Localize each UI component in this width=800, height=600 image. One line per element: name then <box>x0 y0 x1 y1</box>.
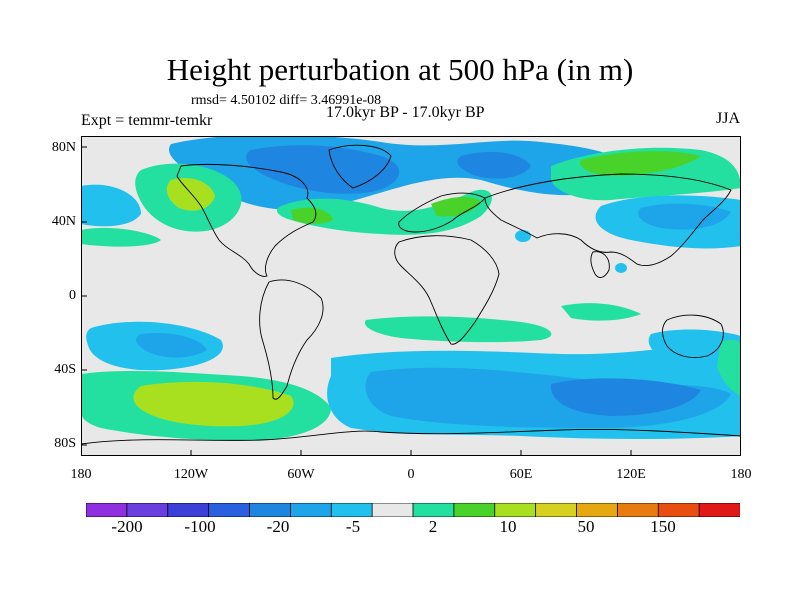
field-west-pacific-blue <box>81 184 141 227</box>
field-atlantic-green-core <box>291 207 333 224</box>
colorbar-label-2: 2 <box>428 517 438 536</box>
colorbar-swatch <box>371 503 414 517</box>
stats-label: rmsd= 4.50102 diff= 3.46991e-08 <box>191 93 382 108</box>
colorbar <box>86 503 740 517</box>
field-southeast-pacific-green <box>717 339 741 396</box>
colorbar-swatch <box>208 503 251 517</box>
lat-label-0: 0 <box>69 288 76 303</box>
field-asia-blue-core <box>638 203 731 230</box>
field-atlantic-green-band <box>364 316 552 343</box>
field-siberia-core <box>457 151 531 179</box>
field-indian-green-band <box>561 303 641 321</box>
lon-label-60w: 60W <box>287 467 315 482</box>
colorbar-swatch <box>167 503 210 517</box>
colorbar-label-50: 50 <box>577 517 595 536</box>
colorbar-swatch <box>616 503 659 517</box>
field-arctic-core <box>246 145 400 194</box>
coast-india <box>590 251 610 278</box>
lon-label-0: 0 <box>407 467 415 482</box>
field-southern-ocean-yellow <box>133 381 294 427</box>
colorbar-swatch <box>126 503 169 517</box>
colorbar-label-minus20: -20 <box>266 517 290 536</box>
lon-label-180w: 180 <box>70 467 92 482</box>
coast-south-america <box>259 279 324 400</box>
lat-label-80s: 80S <box>54 436 76 451</box>
lon-label-120w: 120W <box>173 467 209 482</box>
field-southern-ocean-blue-core <box>550 378 701 416</box>
colorbar-swatch <box>249 503 292 517</box>
field-west-pacific-green-band <box>81 227 161 247</box>
field-north-pacific-yellow <box>166 177 215 211</box>
season-label: JJA <box>716 110 741 127</box>
colorbar-swatch <box>657 503 700 517</box>
colorbar-swatch <box>412 503 455 517</box>
lon-label-180e: 180 <box>730 467 752 482</box>
colorbar-swatch <box>576 503 619 517</box>
coast-asia <box>484 173 732 267</box>
colorbar-swatch <box>330 503 373 517</box>
coast-europe <box>398 192 486 233</box>
colorbar-swatch <box>698 503 740 517</box>
experiment-label: Expt = temmr-temkr <box>81 112 213 129</box>
coast-north-america <box>176 163 317 277</box>
colorbar-label-minus100: -100 <box>184 517 216 536</box>
coastlines <box>81 144 741 445</box>
colorbar-swatch <box>86 503 128 517</box>
colorbar-label-minus5: -5 <box>345 517 361 536</box>
field-north-atlantic-green <box>276 189 492 235</box>
coast-greenland <box>328 144 392 189</box>
lat-label-80n: 80N <box>51 140 76 155</box>
colorbar-label-10: 10 <box>499 517 517 536</box>
map-title: Height perturbation at 500 hPa (in m) <box>166 52 634 87</box>
field-northeast-asia-core <box>580 151 701 176</box>
map-ticks <box>81 146 632 456</box>
field-europe-green-core <box>431 196 481 217</box>
field-arabia-blue-spot <box>515 230 531 242</box>
field-south-pacific-blue-core <box>136 332 207 358</box>
lat-label-40s: 40S <box>54 362 76 377</box>
lat-label-40n: 40N <box>51 214 76 229</box>
coast-africa <box>394 235 500 345</box>
colorbar-label-150: 150 <box>650 517 676 536</box>
period-label: 17.0kyr BP - 17.0kyr BP <box>326 104 485 121</box>
coast-antarctica <box>81 429 741 445</box>
coast-australia <box>662 314 724 358</box>
lon-label-120e: 120E <box>616 467 646 482</box>
colorbar-swatch <box>289 503 332 517</box>
lon-label-60e: 60E <box>509 467 533 482</box>
colorbar-swatch <box>535 503 578 517</box>
map-plot <box>81 136 741 456</box>
colorbar-swatch <box>494 503 537 517</box>
field-india-blue-spot <box>615 263 627 273</box>
colorbar-label-minus200: -200 <box>111 517 143 536</box>
colorbar-swatch <box>453 503 496 517</box>
